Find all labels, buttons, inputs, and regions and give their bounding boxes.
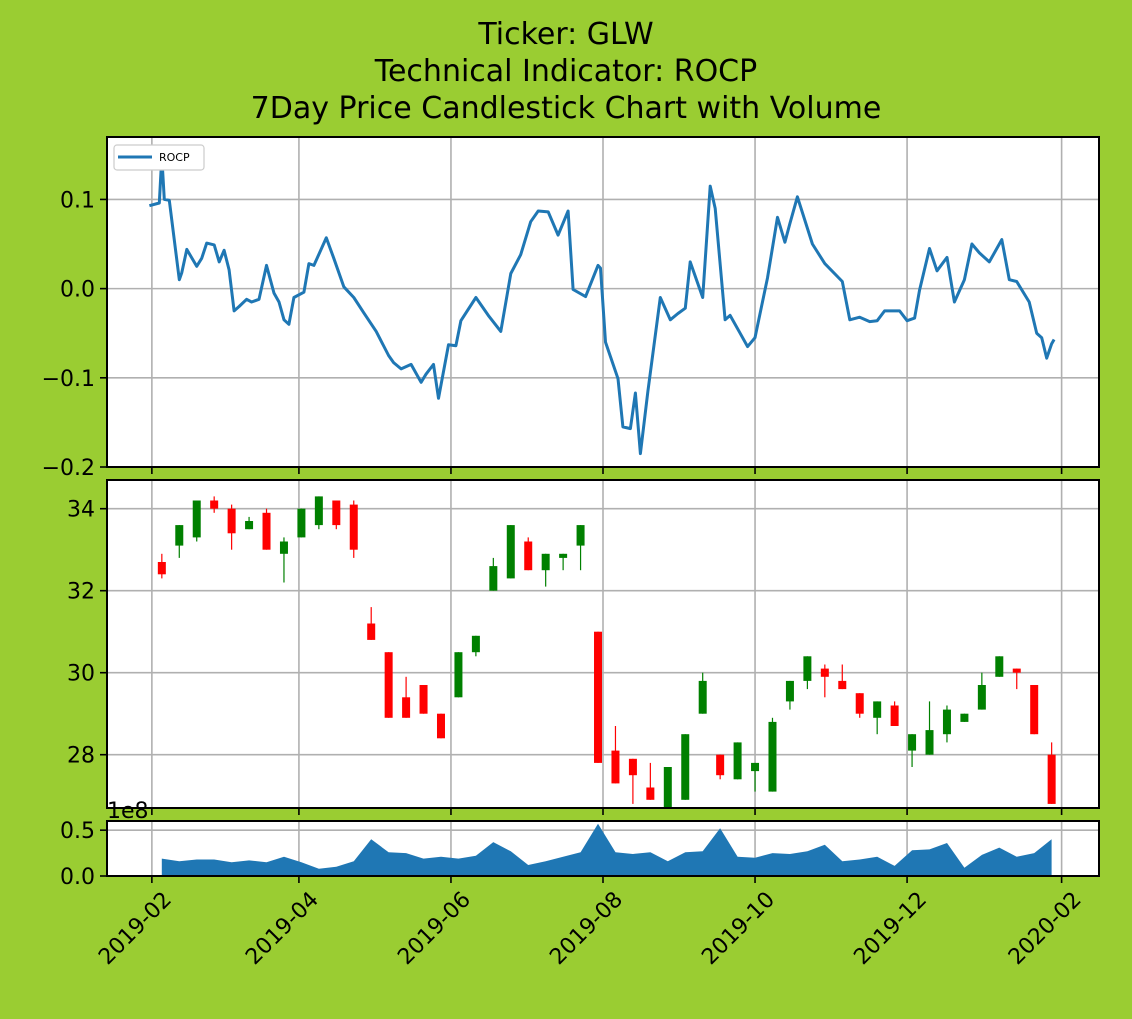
xtick-label: 2019-02	[94, 887, 177, 970]
candle-body-down	[332, 500, 341, 526]
candle-body-down	[227, 508, 236, 534]
candle-body-down	[262, 512, 271, 550]
chart-title-line-1: Ticker: GLW	[478, 17, 654, 52]
candle-body-up	[768, 721, 777, 792]
price-ytick-label: 30	[67, 662, 95, 687]
candle-body-down	[436, 713, 445, 739]
indicator-panel-frame	[106, 136, 1100, 468]
legend: ROCP	[113, 144, 205, 171]
candle-body-up	[873, 701, 882, 718]
candle-body-up	[245, 521, 254, 530]
candle-body-down	[367, 623, 376, 640]
candle-body-down	[855, 693, 864, 714]
candle-body-down	[890, 705, 899, 726]
candle-body-up	[785, 680, 794, 702]
candle-body-up	[541, 553, 550, 571]
volume-panel-frame	[106, 820, 1100, 877]
candle-body-up	[506, 525, 515, 579]
candle-body-down	[402, 697, 411, 718]
candle-body-down	[611, 750, 620, 784]
candle-body-down	[210, 500, 219, 509]
candle-body-up	[908, 734, 917, 751]
candle-body-down	[594, 631, 603, 763]
volume-area	[161, 823, 1052, 876]
candle-body-down	[1047, 754, 1056, 804]
candle-body-up	[733, 742, 742, 780]
candle-body-up	[925, 730, 934, 755]
xtick-label: 2019-04	[241, 887, 324, 970]
candle-body-up	[942, 709, 951, 735]
xtick-label: 2019-08	[545, 887, 628, 970]
candle-body-up	[279, 541, 288, 554]
candle-body-up	[297, 508, 306, 538]
candle-body-up	[192, 500, 201, 538]
candle-body-up	[977, 685, 986, 710]
volume-ytick-label: 0.0	[60, 865, 95, 890]
candle-body-down	[524, 541, 533, 571]
volume-ytick-label: 0.5	[60, 819, 95, 844]
candle-body-up	[681, 734, 690, 800]
legend-box	[113, 144, 205, 171]
price-ytick-label: 28	[67, 744, 95, 769]
candle-body-up	[803, 656, 812, 681]
candle-body-up	[995, 656, 1004, 677]
candle-body-up	[175, 525, 184, 546]
candle-body-down	[349, 504, 358, 550]
indicator-ytick-label: 0.1	[60, 188, 95, 213]
xtick-label: 2020-02	[1004, 887, 1087, 970]
candle-body-up	[314, 496, 323, 526]
legend-label: ROCP	[159, 151, 190, 164]
candle-body-down	[157, 562, 166, 575]
candle-body-down	[838, 680, 847, 690]
candle-body-up	[454, 652, 463, 698]
candle-body-up	[751, 762, 760, 772]
indicator-ytick-label: 0.0	[60, 278, 95, 303]
rocp-line	[149, 155, 1056, 456]
candle-body-down	[419, 685, 428, 714]
price-ytick-label: 32	[67, 580, 95, 605]
candle-body-up	[960, 713, 969, 722]
candle-body-down	[646, 787, 655, 800]
candle-body-down	[820, 668, 829, 677]
price-panel-frame	[106, 479, 1100, 809]
volume-scale-label: 1e8	[107, 799, 149, 824]
chart-title-line-2: Technical Indicator: ROCP	[374, 54, 758, 89]
xtick-label: 2019-10	[697, 887, 780, 970]
candle-body-down	[1030, 685, 1039, 735]
candle-body-down	[384, 652, 393, 718]
candle-body-up	[576, 525, 585, 546]
price-ytick-label: 34	[67, 498, 95, 523]
chart-title-line-3: 7Day Price Candlestick Chart with Volume	[250, 91, 882, 126]
candle-body-down	[628, 758, 637, 776]
candle-body-up	[663, 767, 672, 808]
xtick-label: 2019-06	[393, 887, 476, 970]
candle-body-down	[716, 754, 725, 776]
indicator-ytick-label: −0.2	[42, 456, 95, 481]
indicator-ytick-label: −0.1	[42, 367, 95, 392]
candle-body-down	[1012, 668, 1021, 673]
candle-body-up	[471, 635, 480, 653]
candle-body-up	[698, 680, 707, 714]
candle-body-up	[559, 553, 568, 558]
xtick-label: 2019-12	[849, 887, 932, 970]
candle-body-up	[489, 566, 498, 591]
